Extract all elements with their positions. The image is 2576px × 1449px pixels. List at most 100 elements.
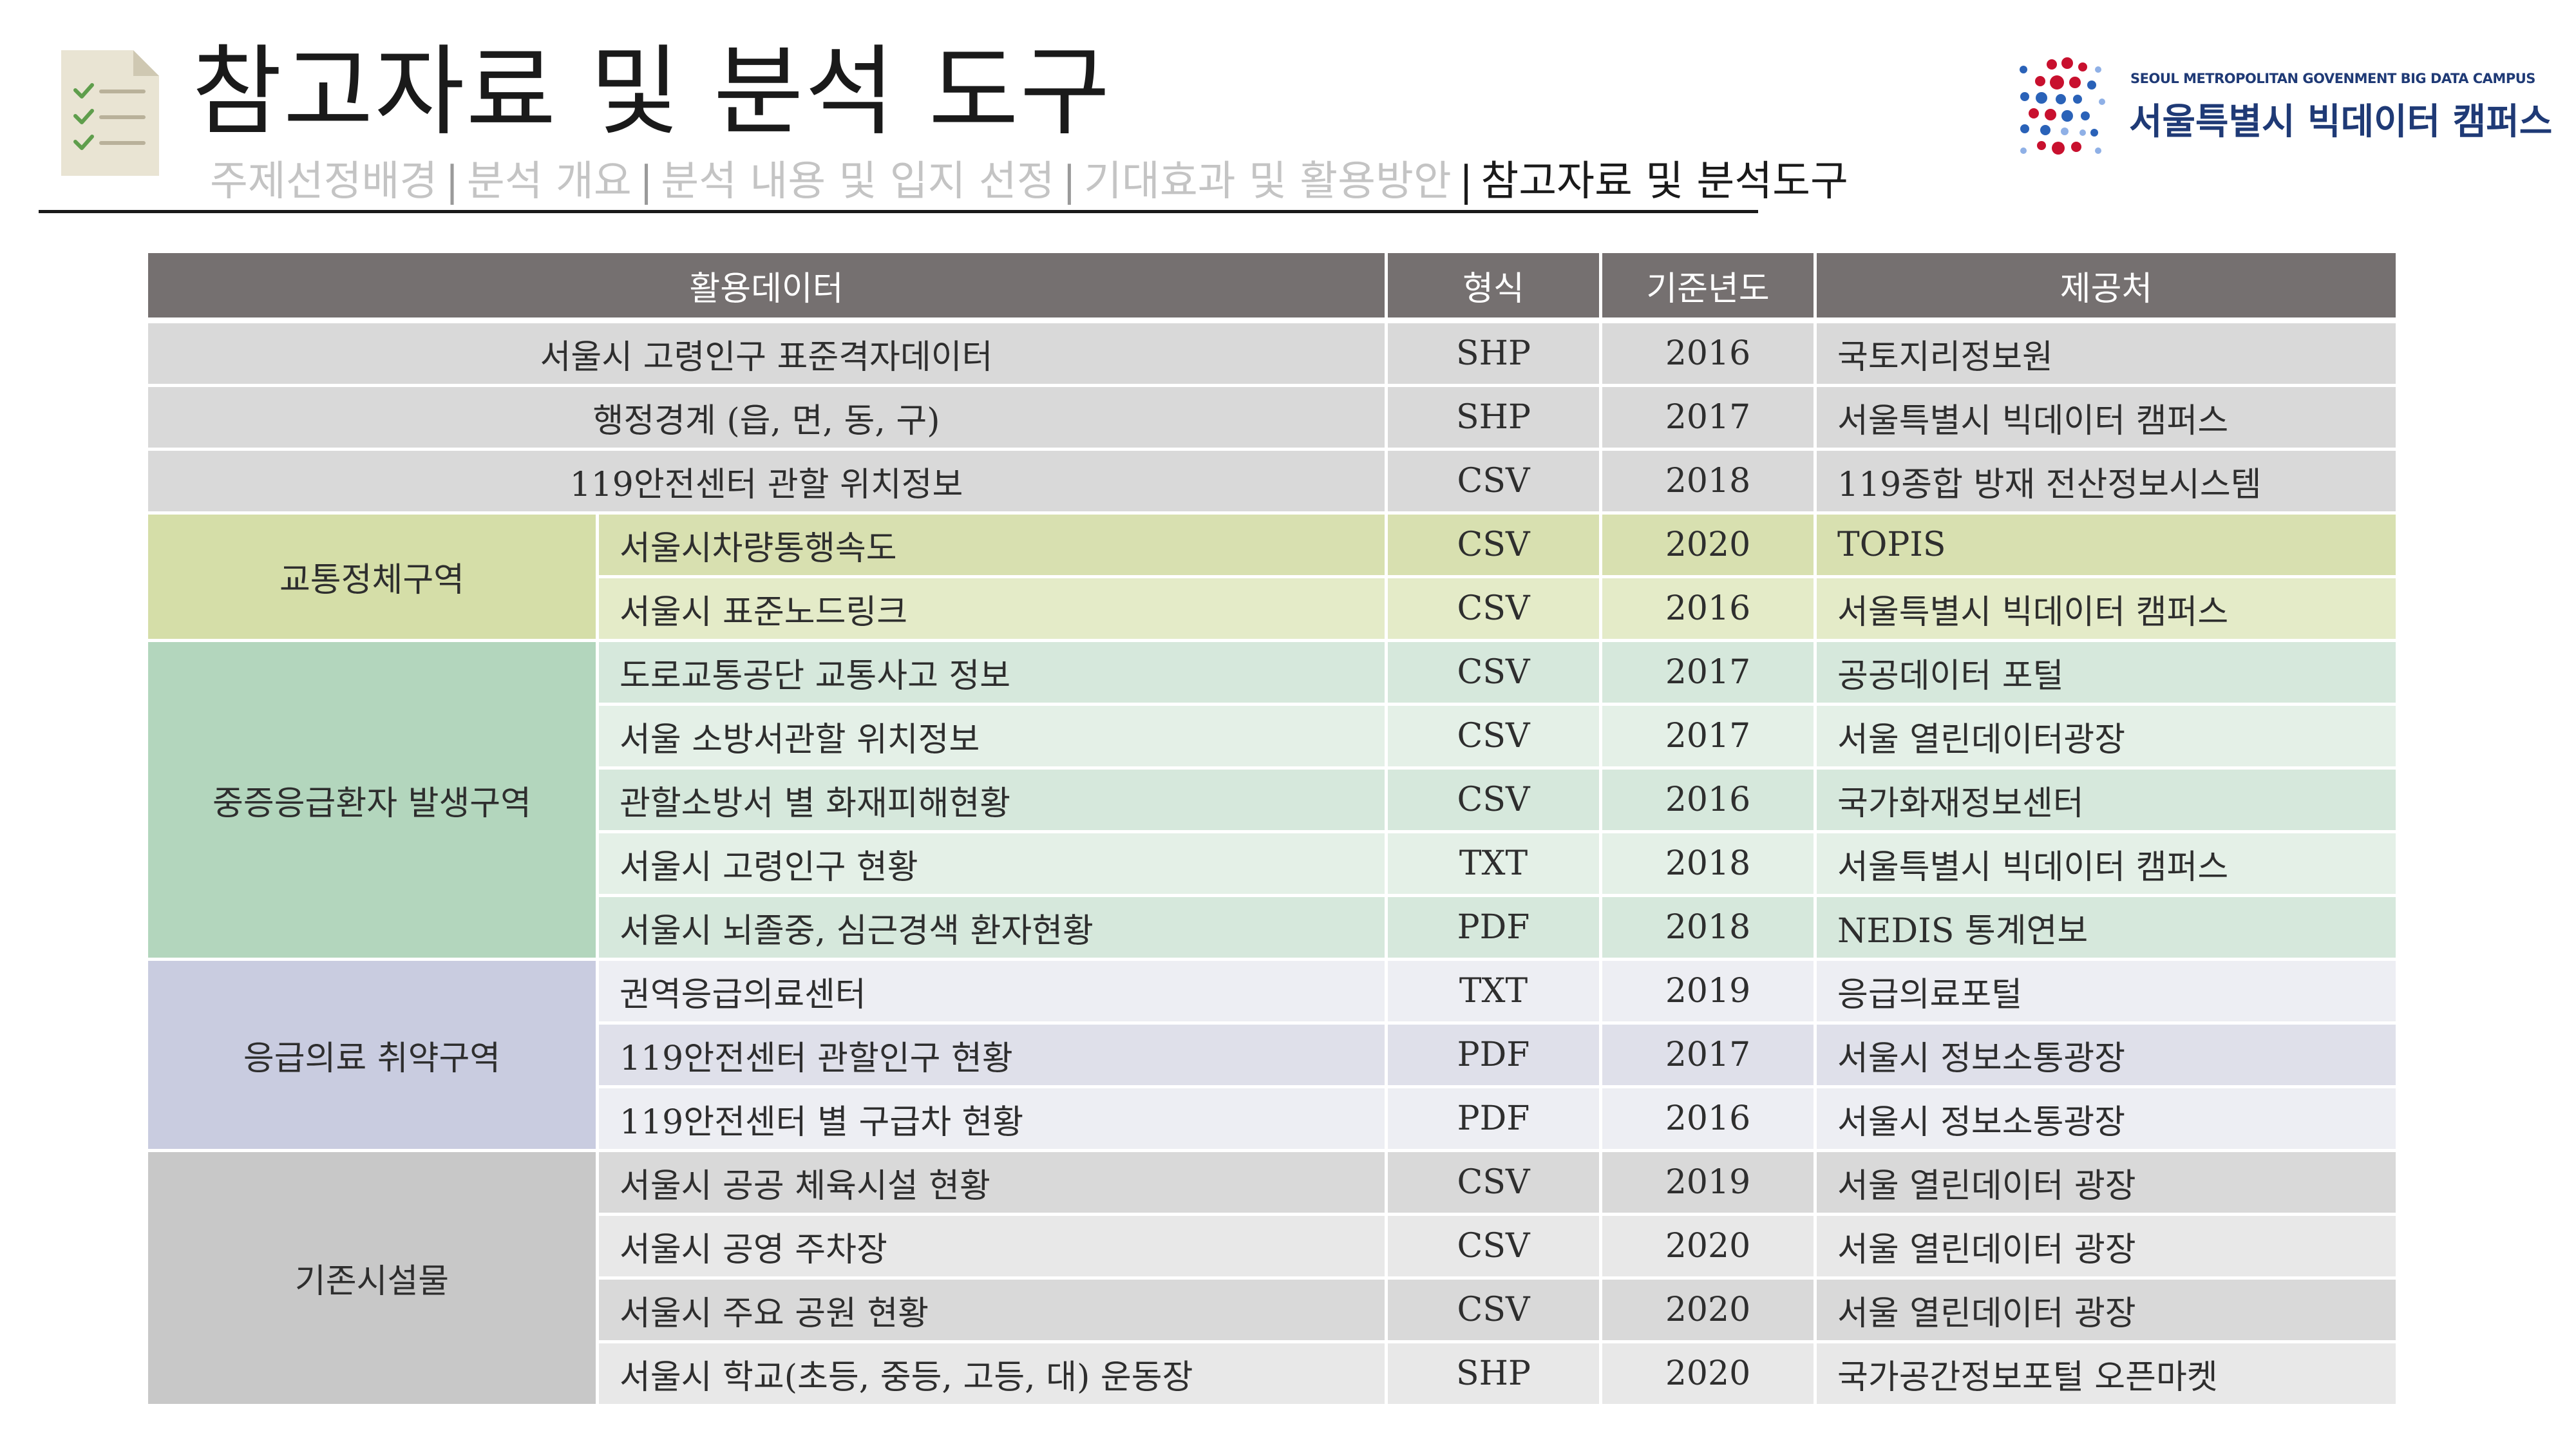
format-cell: CSV [1388, 1152, 1603, 1216]
breadcrumb-separator: | [639, 158, 654, 205]
provider-cell: 서울시 정보소통광장 [1817, 1025, 2396, 1088]
checklist-document-icon [61, 50, 159, 176]
table-row: 교통정체구역 서울시차량통행속도 CSV 2020 TOPIS [148, 515, 2396, 642]
data-name-cell: 서울시 주요 공원 현황 [599, 1280, 1388, 1343]
year-cell: 2020 [1602, 1343, 1817, 1407]
data-name-cell: 서울시 공공 체육시설 현황 [599, 1152, 1388, 1216]
data-name-cell: 119안전센터 관할 위치정보 [148, 451, 1388, 515]
provider-cell: 국토지리정보원 [1817, 323, 2396, 387]
data-name-cell: 119안전센터 별 구급차 현황 [599, 1088, 1388, 1152]
format-cell: PDF [1388, 1088, 1603, 1152]
big-data-campus-logo: SEOUL METROPOLITAN GOVENMENT BIG DATA CA… [2014, 57, 2552, 160]
data-name-cell: 서울시 공영 주차장 [599, 1216, 1388, 1280]
format-cell: PDF [1388, 1025, 1603, 1088]
year-cell: 2020 [1602, 1280, 1817, 1343]
format-cell: TXT [1388, 833, 1603, 897]
format-cell: CSV [1388, 770, 1603, 833]
breadcrumb: 주제선정배경 | 분석 개요 | 분석 내용 및 입지 선정 | 기대효과 및 활용방안 | 참… [205, 153, 1853, 210]
table-row: 서울시 고령인구 표준격자데이터 SHP 2016 국토지리정보원 [148, 323, 2396, 387]
category-cell-vulnerable: 응급의료 취약구역 [148, 961, 599, 1152]
format-cell: CSV [1388, 1280, 1603, 1343]
format-cell: PDF [1388, 897, 1603, 961]
table-row: 관할소방서 별 화재피해현황 CSV 2016 국가화재정보센터 [148, 770, 2396, 833]
provider-cell: 응급의료포털 [1817, 961, 2396, 1025]
breadcrumb-item-background[interactable]: 주제선정배경 [210, 158, 438, 205]
format-cell: CSV [1388, 1216, 1603, 1280]
table-row: 서울시 고령인구 현황 TXT 2018 서울특별시 빅데이터 캠퍼스 [148, 833, 2396, 897]
provider-cell: 공공데이터 포털 [1817, 642, 2396, 706]
provider-cell: 서울 열린데이터 광장 [1817, 1280, 2396, 1343]
table-row: 중증응급환자 발생구역 도로교통공단 교통사고 정보 CSV 2017 공공데이… [148, 642, 2396, 961]
data-name-cell: 서울시 뇌졸중, 심근경색 환자현황 [599, 897, 1388, 961]
column-header-data: 활용데이터 [148, 253, 1388, 323]
year-cell: 2016 [1602, 770, 1817, 833]
provider-cell: 서울특별시 빅데이터 캠퍼스 [1817, 578, 2396, 642]
table-row: 서울시 뇌졸중, 심근경색 환자현황 PDF 2018 NEDIS 통계연보 [148, 897, 2396, 961]
logo-name: 서울특별시 빅데이터 캠퍼스 [2129, 101, 2553, 143]
page-title: 참고자료 및 분석 도구 [192, 35, 1112, 149]
column-header-year: 기준년도 [1602, 253, 1817, 323]
logo-dot-mark-icon [2020, 57, 2105, 155]
year-cell: 2016 [1602, 323, 1817, 387]
breadcrumb-item-overview[interactable]: 분석 개요 [466, 158, 632, 205]
data-name-cell: 서울시 고령인구 현황 [599, 833, 1388, 897]
year-cell: 2020 [1602, 515, 1817, 578]
format-cell: TXT [1388, 961, 1603, 1025]
data-name-cell: 권역응급의료센터 [599, 961, 1388, 1025]
data-name-cell: 서울시 학교(초등, 중등, 고등, 대) 운동장 [599, 1343, 1388, 1407]
year-cell: 2016 [1602, 578, 1817, 642]
year-cell: 2017 [1602, 387, 1817, 451]
year-cell: 2018 [1602, 897, 1817, 961]
format-cell: CSV [1388, 706, 1603, 770]
logo-subtitle: SEOUL METROPOLITAN GOVENMENT BIG DATA CA… [2130, 71, 2535, 86]
table-row: 기존시설물 서울시 공공 체육시설 현황 CSV 2019 서울 열린데이터 광… [148, 1152, 2396, 1407]
category-cell-traffic: 교통정체구역 [148, 515, 599, 642]
format-cell: CSV [1388, 642, 1603, 706]
column-header-format: 형식 [1388, 253, 1603, 323]
table-row: 서울시 공영 주차장 CSV 2020 서울 열린데이터 광장 [148, 1216, 2396, 1280]
table-row: 서울 소방서관할 위치정보 CSV 2017 서울 열린데이터광장 [148, 706, 2396, 770]
breadcrumb-separator: | [1459, 158, 1473, 205]
year-cell: 2019 [1602, 1152, 1817, 1216]
provider-cell: 119종합 방재 전산정보시스템 [1817, 451, 2396, 515]
column-header-provider: 제공처 [1817, 253, 2396, 323]
data-name-cell: 행정경계 (읍, 면, 동, 구) [148, 387, 1388, 451]
format-cell: SHP [1388, 1343, 1603, 1407]
data-name-cell: 관할소방서 별 화재피해현황 [599, 770, 1388, 833]
table-header-row: 활용데이터 형식 기준년도 제공처 [148, 253, 2396, 323]
format-cell: SHP [1388, 387, 1603, 451]
format-cell: SHP [1388, 323, 1603, 387]
breadcrumb-item-effects[interactable]: 기대효과 및 활용방안 [1084, 158, 1452, 205]
table-row: 119안전센터 관할 위치정보 CSV 2018 119종합 방재 전산정보시스… [148, 451, 2396, 515]
table-row: 서울시 표준노드링크 CSV 2016 서울특별시 빅데이터 캠퍼스 [148, 578, 2396, 642]
year-cell: 2020 [1602, 1216, 1817, 1280]
year-cell: 2018 [1602, 833, 1817, 897]
category-cell-facilities: 기존시설물 [148, 1152, 599, 1407]
table-row: 행정경계 (읍, 면, 동, 구) SHP 2017 서울특별시 빅데이터 캠퍼… [148, 387, 2396, 451]
breadcrumb-separator: | [445, 158, 459, 205]
format-cell: CSV [1388, 451, 1603, 515]
data-name-cell: 119안전센터 관할인구 현황 [599, 1025, 1388, 1088]
reference-data-table: 활용데이터 형식 기준년도 제공처 서울시 고령인구 표준격자데이터 SHP 2… [148, 253, 2396, 1407]
table-row: 119안전센터 별 구급차 현황 PDF 2016 서울시 정보소통광장 [148, 1088, 2396, 1152]
year-cell: 2019 [1602, 961, 1817, 1025]
table-row: 서울시 학교(초등, 중등, 고등, 대) 운동장 SHP 2020 국가공간정… [148, 1343, 2396, 1407]
data-name-cell: 도로교통공단 교통사고 정보 [599, 642, 1388, 706]
header-divider [39, 210, 1758, 213]
year-cell: 2017 [1602, 1025, 1817, 1088]
provider-cell: 서울특별시 빅데이터 캠퍼스 [1817, 387, 2396, 451]
breadcrumb-item-analysis[interactable]: 분석 내용 및 입지 선정 [661, 158, 1055, 205]
category-cell-emergency: 중증응급환자 발생구역 [148, 642, 599, 961]
data-name-cell: 서울시 고령인구 표준격자데이터 [148, 323, 1388, 387]
provider-cell: NEDIS 통계연보 [1817, 897, 2396, 961]
provider-cell: 서울 열린데이터 광장 [1817, 1216, 2396, 1280]
data-name-cell: 서울시차량통행속도 [599, 515, 1388, 578]
provider-cell: 서울시 정보소통광장 [1817, 1088, 2396, 1152]
provider-cell: TOPIS [1817, 515, 2396, 578]
provider-cell: 서울 열린데이터광장 [1817, 706, 2396, 770]
year-cell: 2016 [1602, 1088, 1817, 1152]
provider-cell: 서울특별시 빅데이터 캠퍼스 [1817, 833, 2396, 897]
breadcrumb-separator: | [1062, 158, 1077, 205]
table-row: 119안전센터 관할인구 현황 PDF 2017 서울시 정보소통광장 [148, 1025, 2396, 1088]
table-row: 서울시 주요 공원 현황 CSV 2020 서울 열린데이터 광장 [148, 1280, 2396, 1343]
